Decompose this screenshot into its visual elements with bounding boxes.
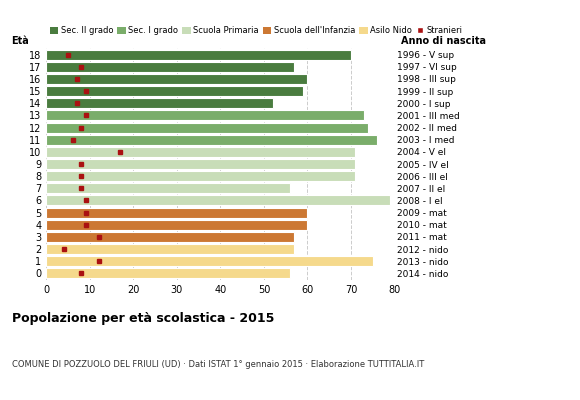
Bar xyxy=(46,159,355,169)
Bar xyxy=(46,86,303,96)
Text: COMUNE DI POZZUOLO DEL FRIULI (UD) · Dati ISTAT 1° gennaio 2015 · Elaborazione T: COMUNE DI POZZUOLO DEL FRIULI (UD) · Dat… xyxy=(12,360,424,369)
Bar xyxy=(46,244,295,254)
Bar xyxy=(46,183,290,193)
Bar xyxy=(46,98,273,108)
Bar xyxy=(46,196,390,206)
Bar xyxy=(46,110,364,120)
Legend: Sec. II grado, Sec. I grado, Scuola Primaria, Scuola dell'Infanzia, Asilo Nido, : Sec. II grado, Sec. I grado, Scuola Prim… xyxy=(46,23,466,39)
Text: Età: Età xyxy=(12,36,30,46)
Bar xyxy=(46,74,307,84)
Bar xyxy=(46,220,307,230)
Bar xyxy=(46,135,377,145)
Bar xyxy=(46,171,355,181)
Text: Anno di nascita: Anno di nascita xyxy=(401,36,487,46)
Bar xyxy=(46,268,290,278)
Bar xyxy=(46,122,368,132)
Bar xyxy=(46,232,295,242)
Bar xyxy=(46,147,355,157)
Bar xyxy=(46,208,307,218)
Text: Popolazione per età scolastica - 2015: Popolazione per età scolastica - 2015 xyxy=(12,312,274,325)
Bar xyxy=(46,256,373,266)
Bar xyxy=(46,50,351,60)
Bar xyxy=(46,62,295,72)
